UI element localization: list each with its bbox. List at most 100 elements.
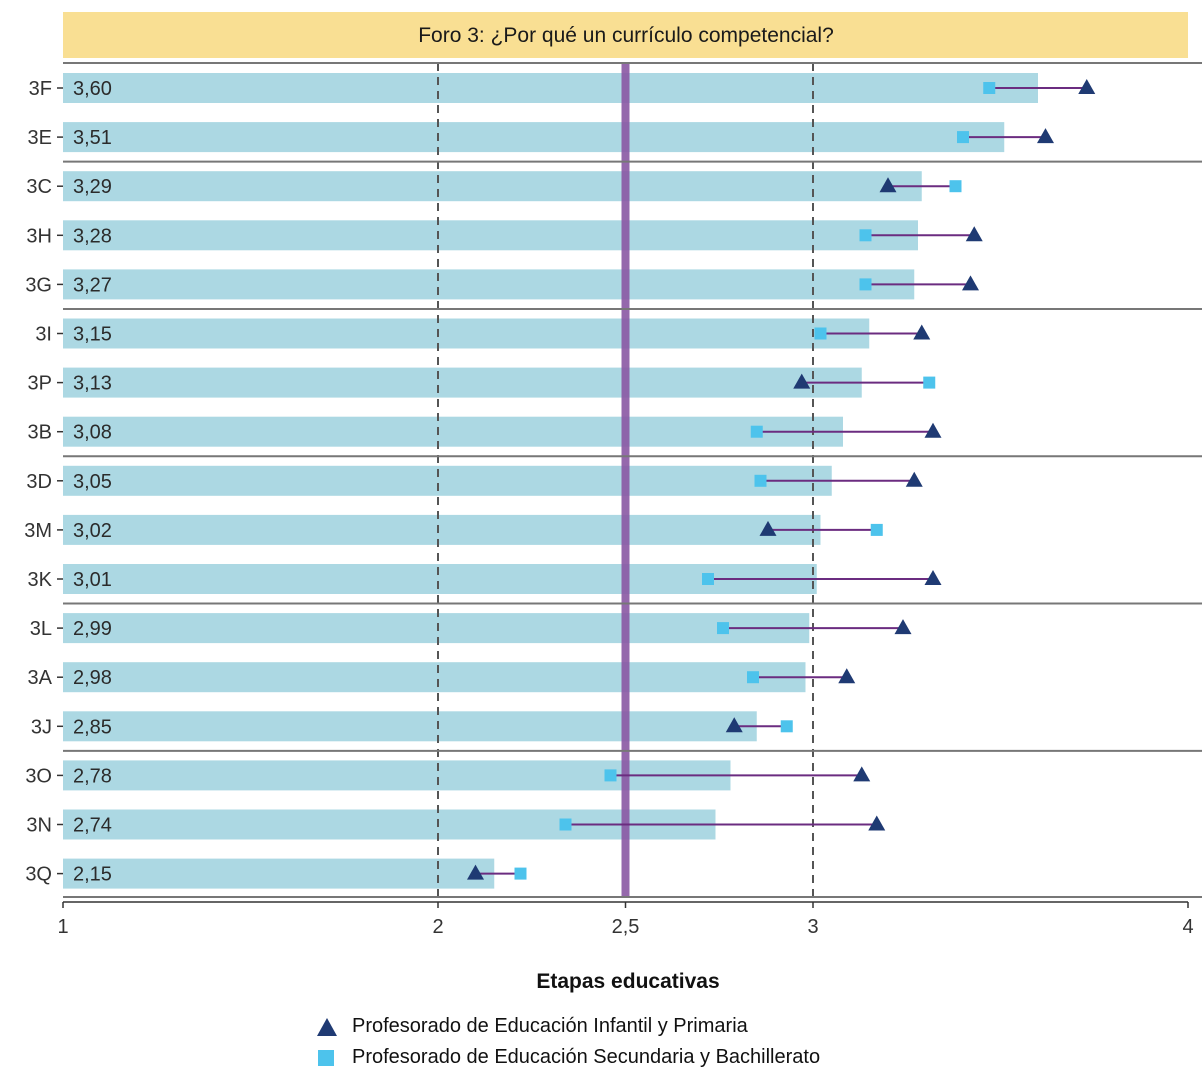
square-point-3F <box>983 82 996 94</box>
triangle-point-3O <box>853 766 871 782</box>
y-tick-label-3C: 3C <box>26 176 52 198</box>
bar-3A <box>63 662 806 693</box>
bar-3Q <box>63 858 495 889</box>
value-label-3N: 2,74 <box>73 815 112 837</box>
triangle-point-3L <box>894 619 912 635</box>
triangle-point-3A <box>838 668 856 684</box>
triangle-point-3I <box>913 324 931 340</box>
triangle-point-3K <box>924 570 942 585</box>
square-point-3D <box>754 474 767 487</box>
legend-item-infantil-primaria: Profesorado de Educación Infantil y Prim… <box>316 1011 820 1042</box>
triangle-point-3B <box>924 422 942 438</box>
bar-3J <box>63 711 757 742</box>
value-label-3A: 2,98 <box>73 667 112 689</box>
value-label-3D: 3,05 <box>73 471 112 493</box>
bar-3G <box>63 269 915 300</box>
value-label-3O: 2,78 <box>73 765 112 787</box>
bar-3M <box>63 514 821 545</box>
bar-3I <box>63 318 870 349</box>
square-point-3A <box>747 671 759 684</box>
square-point-3J <box>780 720 793 733</box>
y-tick-label-3L: 3L <box>30 618 52 640</box>
square-point-3B <box>750 425 763 438</box>
square-point-3C <box>949 180 962 193</box>
bar-3C <box>63 171 922 202</box>
square-point-3M <box>870 523 883 536</box>
y-tick-label-3D: 3D <box>26 471 52 493</box>
square-point-3L <box>717 622 729 635</box>
chart: Foro 3: ¿Por qué un currículo competenci… <box>24 12 1202 938</box>
value-label-3B: 3,08 <box>73 422 112 444</box>
square-point-3H <box>859 229 872 242</box>
y-tick-label-3A: 3A <box>28 667 53 689</box>
value-label-3F: 3,60 <box>73 78 112 100</box>
triangle-point-3E <box>1037 128 1054 144</box>
y-tick-label-3H: 3H <box>26 225 52 247</box>
y-tick-label-3M: 3M <box>24 520 52 542</box>
value-label-3I: 3,15 <box>73 324 112 346</box>
triangle-point-3J <box>725 717 743 733</box>
y-tick-label-3K: 3K <box>28 569 53 591</box>
bar-3L <box>63 613 810 644</box>
value-label-3G: 3,27 <box>73 274 112 296</box>
x-tick-label: 4 <box>1182 916 1193 938</box>
legend-item-secundaria-bachillerato: Profesorado de Educación Secundaria y Ba… <box>316 1042 820 1073</box>
square-point-3P <box>923 376 936 389</box>
value-label-3C: 3,29 <box>73 176 112 198</box>
square-point-3N <box>559 818 572 831</box>
y-tick-label-3O: 3O <box>25 765 52 787</box>
bar-3B <box>63 416 843 447</box>
x-tick-label: 2,5 <box>612 916 640 938</box>
bar-3H <box>63 220 918 251</box>
triangle-point-3G <box>962 275 979 291</box>
square-point-3I <box>814 327 827 340</box>
value-label-3J: 2,85 <box>73 716 112 738</box>
triangle-point-3P <box>793 373 811 389</box>
value-label-3P: 3,13 <box>73 373 112 395</box>
legend-label-secundaria-bachillerato: Profesorado de Educación Secundaria y Ba… <box>352 1046 821 1068</box>
x-tick-label: 3 <box>807 916 818 938</box>
y-tick-label-3I: 3I <box>35 324 52 346</box>
y-tick-label-3J: 3J <box>31 716 52 738</box>
bar-3E <box>63 122 1005 153</box>
y-tick-label-3E: 3E <box>28 127 52 149</box>
triangle-point-3F <box>1078 79 1096 94</box>
chart-title: Foro 3: ¿Por qué un currículo competenci… <box>418 24 834 47</box>
plot-area: 3,60 3,51 3,29 3,28 3,27 3,15 3,13 3,08 3,05 3,02… <box>24 62 1202 938</box>
bar-3K <box>63 564 817 594</box>
square-point-3G <box>859 278 872 291</box>
y-tick-label-3G: 3G <box>25 274 52 296</box>
y-tick-label-3N: 3N <box>26 815 52 837</box>
value-label-3L: 2,99 <box>73 618 112 640</box>
triangle-point-3N <box>868 815 886 831</box>
value-label-3Q: 2,15 <box>73 864 112 886</box>
value-label-3K: 3,01 <box>73 569 112 591</box>
x-tick-label: 2 <box>432 916 443 938</box>
value-label-3H: 3,28 <box>73 225 112 247</box>
square-point-3E <box>957 131 969 144</box>
value-label-3E: 3,51 <box>73 127 112 149</box>
bar-3P <box>63 367 862 398</box>
legend-title: Etapas educativas <box>536 970 720 993</box>
bar-3D <box>63 465 832 496</box>
square-point-3K <box>702 573 714 585</box>
x-tick-label: 1 <box>57 916 68 938</box>
value-label-3M: 3,02 <box>73 520 112 542</box>
y-tick-label-3Q: 3Q <box>25 864 52 886</box>
square-marker-icon <box>316 1048 338 1068</box>
triangle-point-3D <box>905 471 923 487</box>
legend: Profesorado de Educación Infantil y Prim… <box>316 1011 820 1073</box>
legend-label-infantil-primaria: Profesorado de Educación Infantil y Prim… <box>352 1015 748 1037</box>
triangle-point-3M <box>759 520 777 536</box>
bar-3F <box>63 73 1038 103</box>
y-tick-label-3B: 3B <box>28 422 52 444</box>
y-tick-label-3P: 3P <box>28 373 52 395</box>
triangle-point-3H <box>965 226 983 242</box>
triangle-point-3Q <box>467 864 484 880</box>
square-point-3O <box>604 769 617 782</box>
y-tick-label-3F: 3F <box>29 78 52 100</box>
square-point-3Q <box>514 867 527 880</box>
triangle-marker-icon <box>316 1017 338 1037</box>
title-band <box>63 12 1188 58</box>
triangle-point-3C <box>879 177 897 193</box>
